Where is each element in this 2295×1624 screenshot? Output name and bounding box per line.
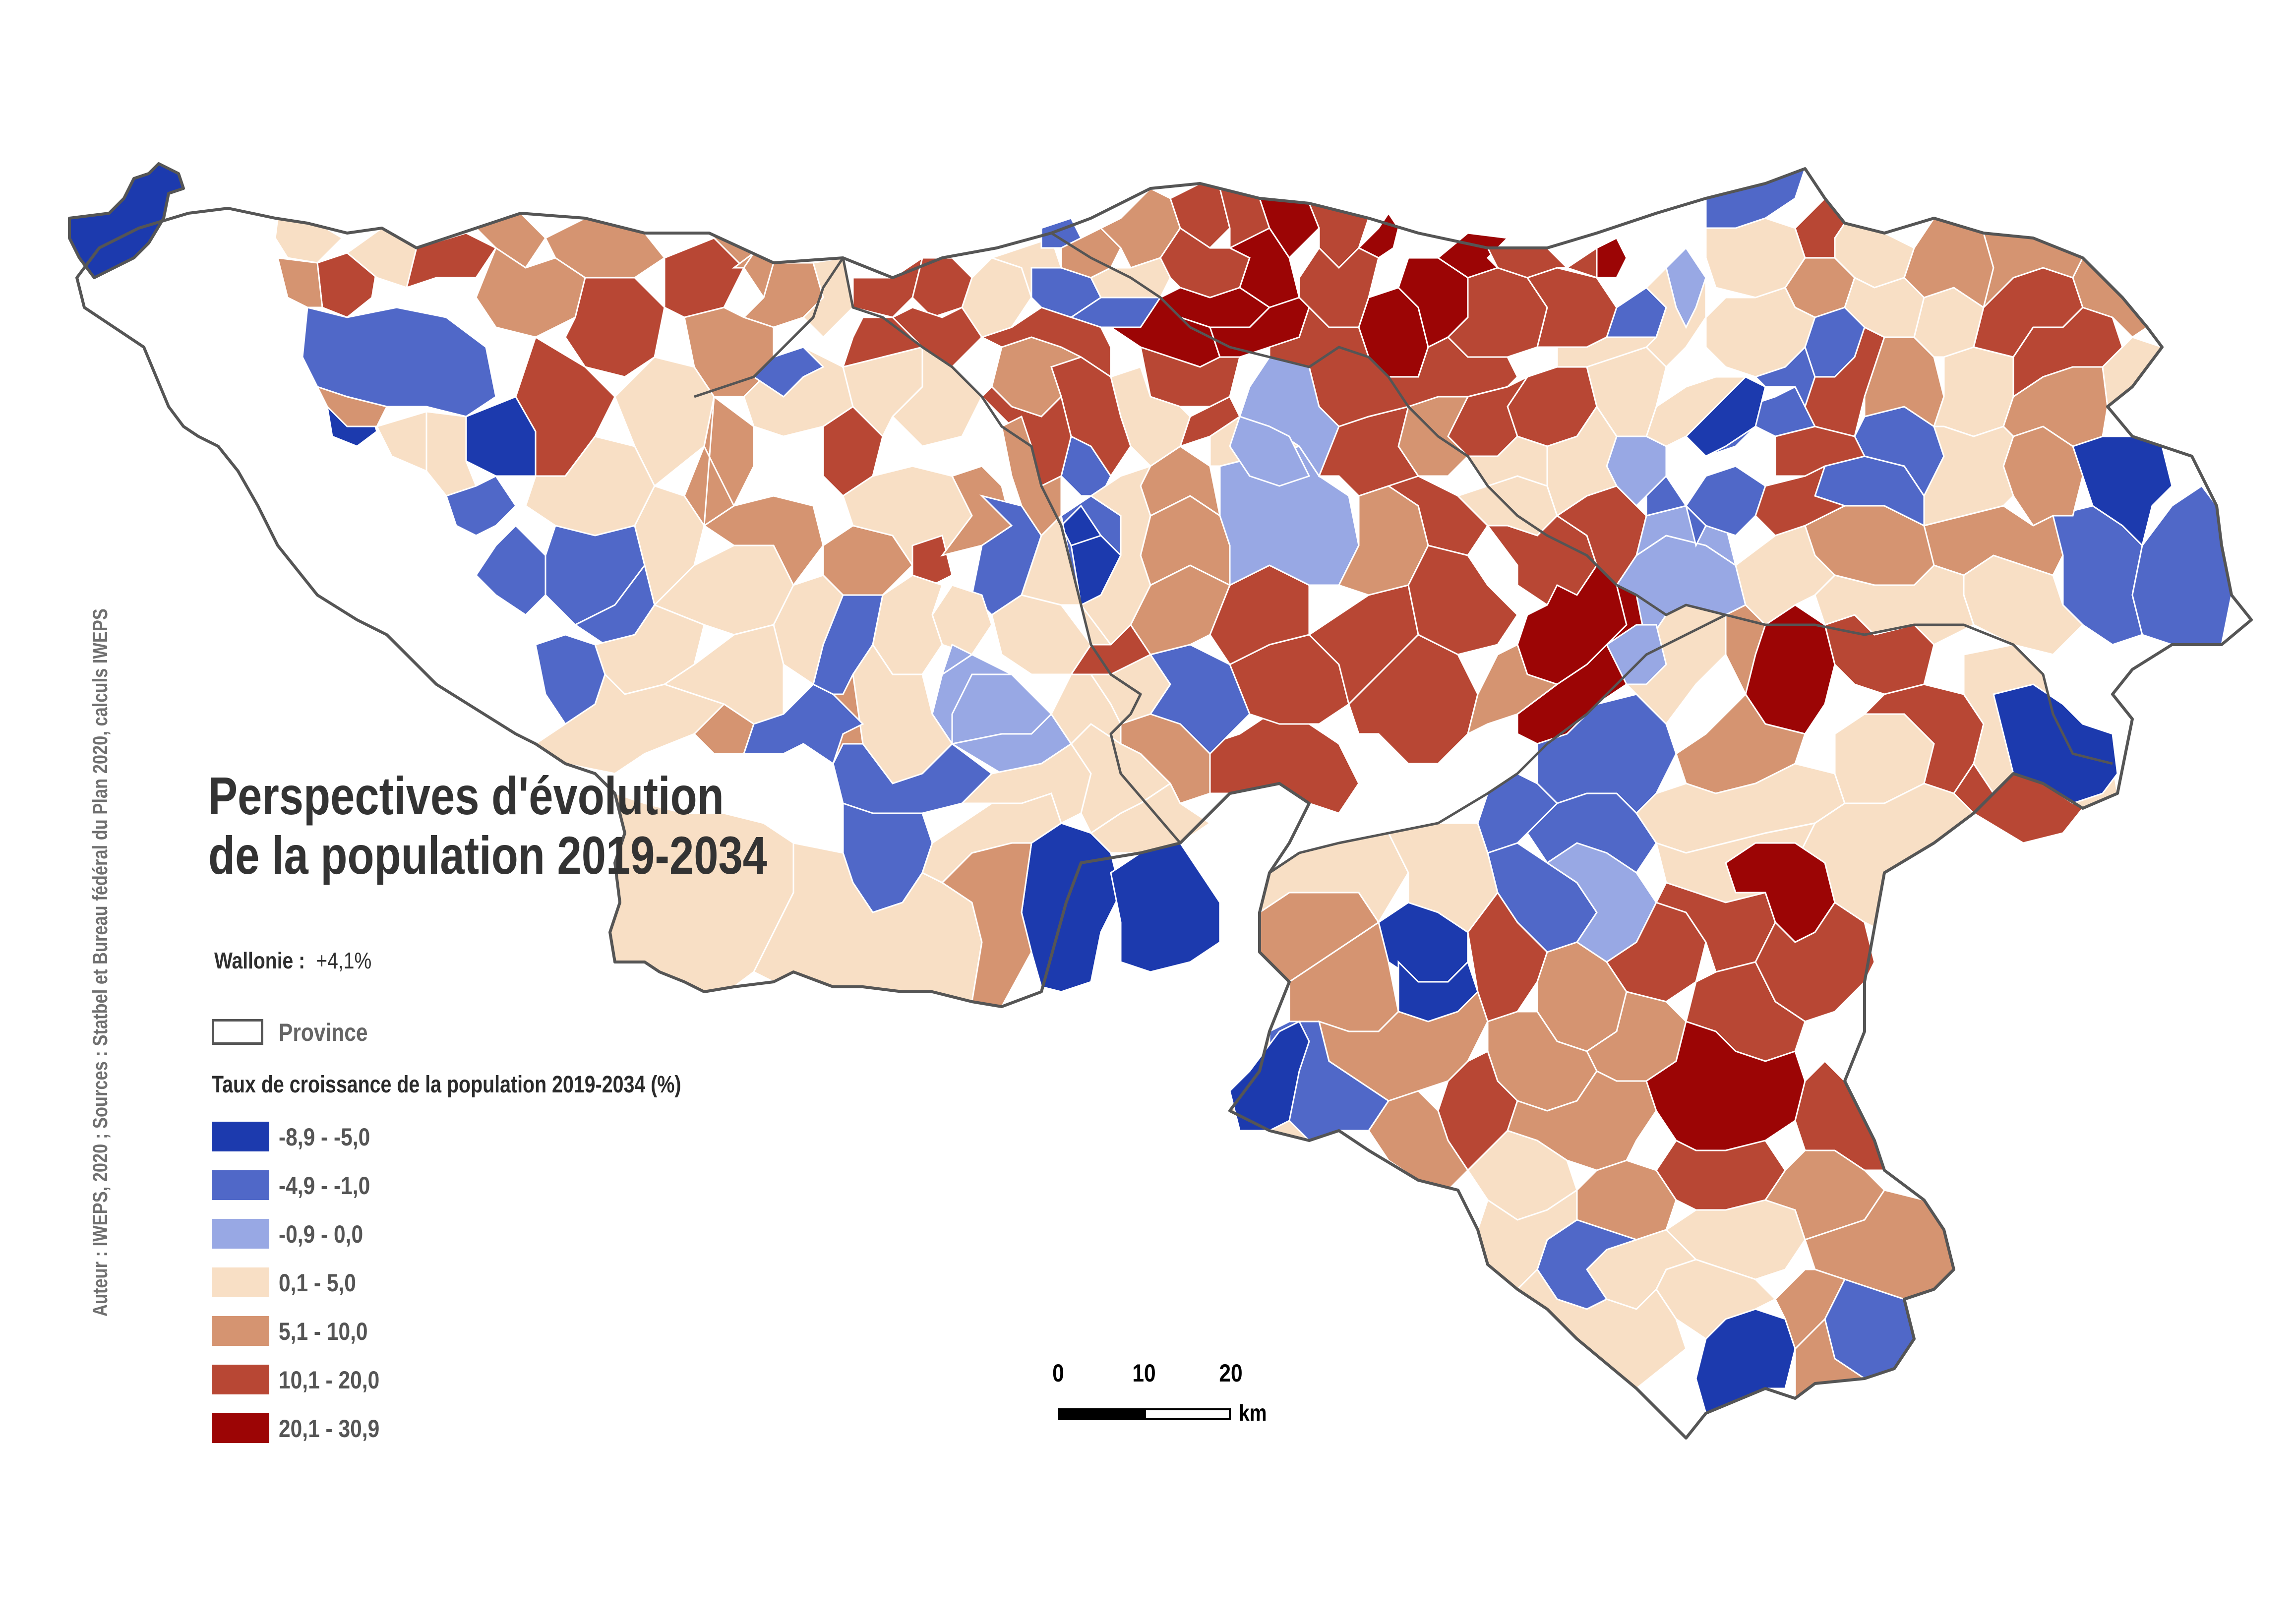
municipality-polygon [1705,167,1807,229]
region-outline [75,167,2253,1440]
municipality-polygon [1794,197,1846,259]
legend-label: 10,1 - 20,0 [279,1366,380,1394]
legend-label: 0,1 - 5,0 [279,1269,356,1297]
scale-bar-tick-0: 0 [1052,1359,1064,1387]
scale-bar-tick-20: 20 [1219,1359,1243,1387]
municipality-polygon [941,643,973,676]
municipality-polygon [2072,435,2173,547]
province-legend-label: Province [279,1019,368,1046]
municipality-polygon [1229,416,1311,487]
region-summary-label: Wallonie : [214,948,305,973]
municipality-polygon [1229,1020,1310,1132]
municipality-polygon [1933,346,2014,437]
scale-bar: 0 10 20 km [1051,1359,1267,1438]
municipality-polygon [475,524,546,616]
scale-bar-segment-black [1058,1408,1144,1420]
municipality-polygon [277,257,323,308]
municipality-polygon [1387,336,1518,408]
scale-bar-tick-10: 10 [1132,1359,1156,1387]
scale-bar-segment-white [1144,1408,1231,1420]
legend-label: 20,1 - 30,9 [279,1415,380,1443]
municipality-polygon [1149,644,1251,755]
municipality-polygon [1596,237,1628,279]
municipality-polygon [316,385,388,427]
province-boundary-5 [1268,613,1727,874]
municipality-polygon [1466,643,1559,735]
municipality-polygon [1546,405,1618,517]
municipality-polygon [980,306,1112,378]
municipality-polygon [731,252,755,269]
municipality-polygon [1507,1070,1657,1171]
province-boundary-3 [1109,673,1181,844]
municipality-polygon [1774,1268,1846,1350]
legend-label: 5,1 - 10,0 [279,1318,368,1345]
municipality-polygon [445,475,517,537]
municipality-polygon [405,232,497,289]
legend-swatch [212,1413,269,1443]
scale-bar-unit: km [1239,1400,1267,1426]
province-boundaries [68,162,2253,1440]
region-summary: Wallonie : +4,1% [214,947,371,974]
municipality-polygon [1665,246,1707,329]
municipality-polygon [921,792,1062,884]
municipality-polygon [960,742,1092,825]
province-boundary-4 [1616,584,2113,765]
legend-swatch [212,1122,269,1151]
legend-label: -4,9 - -1,0 [279,1172,370,1200]
enclave-outline [68,162,185,279]
province-boundary-1 [842,257,1142,696]
municipality-polygon [1565,246,1618,308]
municipality-polygon [1110,842,1221,973]
map-title: Perspectives d'évolution de la populatio… [208,766,767,885]
region-summary-value: +4,1% [316,948,372,973]
legend-swatch [212,1219,269,1249]
legend-label: -8,9 - -5,0 [279,1123,370,1151]
municipality-polygon [742,683,864,765]
municipality-polygon [1089,782,1211,854]
municipality-polygon [911,535,953,586]
municipality-polygon [991,594,1092,675]
province-boundary-6 [694,257,845,398]
municipality-polygon [703,396,735,527]
map-title-line-1: Perspectives d'évolution [208,766,724,826]
legend-swatch [212,1267,269,1297]
map-title-line-2: de la population 2019-2034 [208,825,768,885]
province-legend-swatch [212,1019,263,1045]
municipality-polygon [1645,475,1707,548]
municipality-polygon [951,673,1053,745]
province-boundary-2 [1050,232,1618,586]
credits-text: Auteur : IWEPS, 2020 ; Sources : Statbel… [88,608,112,1317]
municipality-polygon [564,277,665,378]
legend-swatch [212,1316,269,1346]
legend-label: -0,9 - 0,0 [279,1220,363,1248]
municipality-polygon [1606,624,1667,685]
municipality-polygon [1477,773,1559,854]
municipality-polygon [1239,356,1340,478]
municipality-polygon [1001,415,1062,537]
municipality-polygon [535,634,606,725]
municipality-polygon [812,594,884,695]
legend-swatch [212,1170,269,1200]
municipality-polygon [1387,475,1489,556]
legend-swatch [212,1365,269,1394]
municipality-polygon [1070,623,1152,675]
municipality-polygon [1993,683,2118,804]
municipality-polygon [1923,425,2014,527]
municipality-polygon [544,217,666,279]
municipality-polygons [68,163,2233,1415]
legend-title: Taux de croissance de la population 2019… [212,1072,681,1098]
